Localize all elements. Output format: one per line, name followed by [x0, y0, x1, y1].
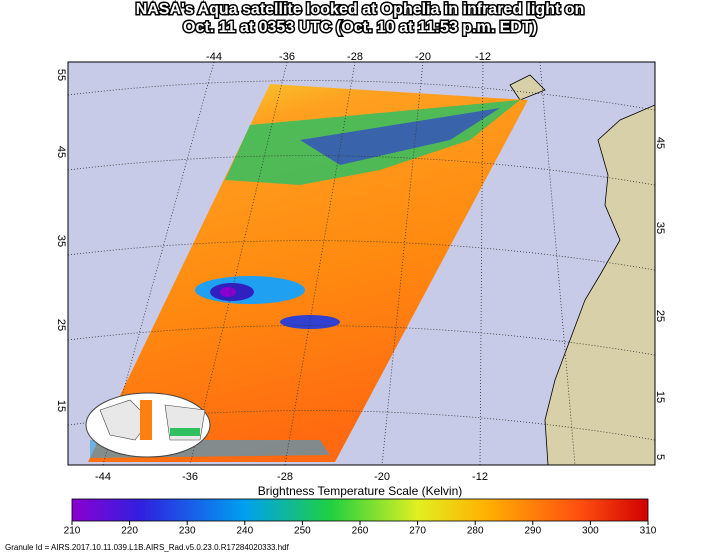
grid-line [102, 62, 576, 465]
granule-id: Granule Id = AIRS.2017.10.11.039.L1B.AIR… [5, 543, 290, 552]
colorbar-tick-label: 280 [467, 526, 484, 537]
storm [280, 315, 340, 329]
land [544, 104, 655, 465]
colorbar-tick-label: 220 [121, 526, 138, 537]
colorbar [71, 498, 649, 522]
cloud-band [300, 108, 500, 165]
lon-label: -36 [279, 51, 295, 63]
lon-label: -44 [206, 51, 222, 63]
map-frame [67, 61, 656, 466]
colorbar-tick-label: 250 [294, 526, 311, 537]
swath [88, 84, 528, 462]
colorbar-tick-label: 210 [64, 526, 81, 537]
lon-label: -12 [472, 471, 488, 483]
lat-label: 5 [654, 454, 666, 460]
lat-label: 25 [654, 310, 666, 322]
map [68, 62, 655, 465]
colorbar-title: Brightness Temperature Scale (Kelvin) [258, 484, 463, 498]
lon-label: -28 [347, 51, 363, 63]
lon-label: -28 [277, 471, 293, 483]
lon-label: -20 [374, 471, 390, 483]
lat-label: 35 [55, 235, 67, 247]
lon-label: -12 [475, 51, 491, 63]
colorbar-tick-label: 230 [179, 526, 196, 537]
colorbar-tick-label: 270 [409, 526, 426, 537]
land [509, 74, 546, 101]
lat-label: 15 [55, 400, 67, 412]
lat-label: 25 [55, 319, 67, 331]
title: Oct. 11 at 0353 UTC (Oct. 10 at 11:53 p.… [183, 19, 537, 36]
lon-label: -36 [182, 471, 198, 483]
inset-globe [85, 392, 211, 458]
lon-label: -20 [415, 51, 431, 63]
lon-label: -44 [95, 471, 111, 483]
lat-label: 45 [55, 146, 67, 158]
title: NASA's Aqua satellite looked at Ophelia … [136, 1, 585, 18]
colorbar-tick-label: 290 [524, 526, 541, 537]
lat-label: 45 [654, 137, 666, 149]
lat-label: 35 [654, 222, 666, 234]
colorbar-tick-label: 310 [640, 526, 657, 537]
colorbar-tick-label: 300 [582, 526, 599, 537]
storm-core [220, 287, 236, 297]
lat-label: 55 [55, 69, 67, 81]
lat-label: 15 [654, 391, 666, 403]
colorbar-tick-label: 260 [352, 526, 369, 537]
colorbar-tick-label: 240 [236, 526, 253, 537]
